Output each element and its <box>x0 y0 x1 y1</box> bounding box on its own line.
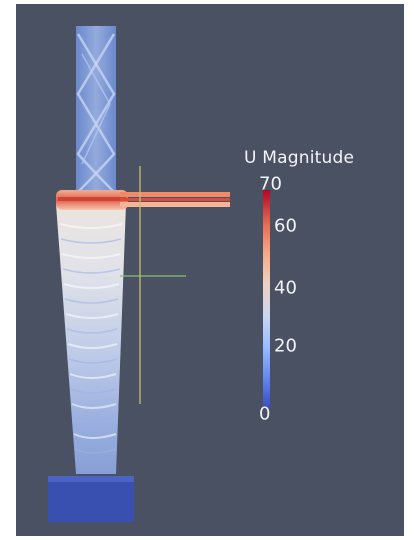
cyclone-cone-body <box>56 204 126 474</box>
vortex-finder-tube <box>76 26 116 193</box>
colorbar-tick-0: 0 <box>259 403 271 425</box>
dust-outlet-box <box>48 476 134 522</box>
colorbar-tick-40: 40 <box>274 277 297 299</box>
render-viewport[interactable]: U Magnitude 70 60 40 20 0 <box>16 4 404 536</box>
colorbar <box>263 190 270 408</box>
orientation-axes <box>120 166 186 404</box>
colorbar-tick-70: 70 <box>259 173 282 195</box>
inlet-ring <box>56 190 230 210</box>
colorbar-tick-20: 20 <box>274 335 297 357</box>
colorbar-title: U Magnitude <box>244 148 355 168</box>
colorbar-tick-60: 60 <box>274 215 297 237</box>
cyclone-streamline-render <box>48 26 230 522</box>
